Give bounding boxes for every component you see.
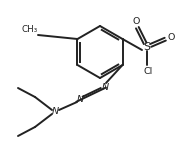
Text: Cl: Cl [143,67,153,76]
Text: CH₃: CH₃ [22,26,38,35]
Text: O: O [167,33,175,43]
Text: N: N [76,95,84,105]
Text: O: O [132,17,140,26]
Text: N: N [101,83,108,93]
Text: N: N [52,107,59,116]
Text: S: S [143,42,151,52]
